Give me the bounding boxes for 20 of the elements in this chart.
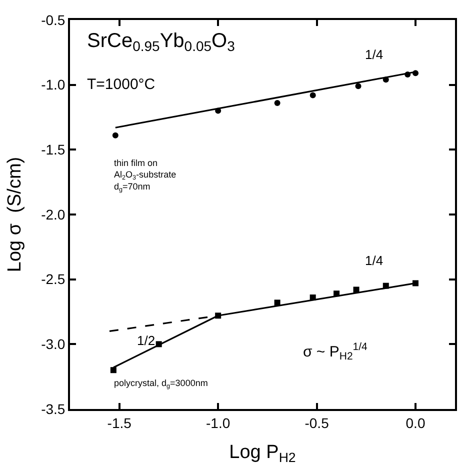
annotation: T=1000°C — [87, 76, 156, 93]
annotation: 1/4 — [365, 47, 384, 62]
annotation: SrCe$_{0.95}$Yb$_{0.05}$O$_{3}$ — [87, 30, 236, 54]
y-tick-label: -3.5 — [41, 400, 66, 417]
x-axis-title: Log P$_{H2}$ — [229, 442, 296, 466]
y-axis-title: Log σ (S/cm) — [4, 156, 26, 272]
x-tick-label: -1.5 — [107, 414, 132, 431]
y-tick-label: -2.0 — [41, 206, 66, 222]
y-tick-label: -0.5 — [41, 12, 66, 28]
annotation: 1/4 — [365, 253, 384, 268]
x-tick-label: 0.0 — [406, 414, 426, 431]
annotation: polycrystal, d$_{g}$=3000nm — [114, 378, 208, 390]
x-tick-label: -0.5 — [304, 414, 330, 431]
y-tick-label: -3.0 — [41, 336, 66, 352]
y-tick-label: -1.0 — [41, 76, 66, 93]
annotation: 1/2 — [137, 333, 156, 348]
text: thin film on Al$_{2}$O$_{3}$-substrate d$_{g}$=70nm — [114, 158, 176, 194]
y-tick-label: -1.5 — [41, 142, 66, 158]
x-tick-label: -1.0 — [206, 414, 230, 431]
y-tick-label: -2.5 — [41, 271, 66, 288]
